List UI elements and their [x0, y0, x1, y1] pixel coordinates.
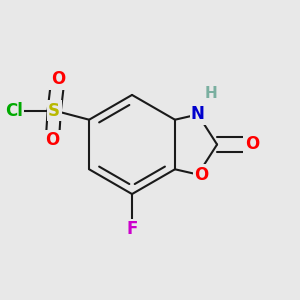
Text: H: H	[204, 86, 217, 101]
Text: Cl: Cl	[5, 101, 23, 119]
Text: F: F	[126, 220, 138, 238]
Text: O: O	[51, 70, 65, 88]
Text: O: O	[245, 136, 259, 154]
Text: O: O	[45, 131, 59, 149]
Text: N: N	[191, 106, 205, 124]
Text: O: O	[194, 166, 208, 184]
Text: S: S	[48, 101, 60, 119]
